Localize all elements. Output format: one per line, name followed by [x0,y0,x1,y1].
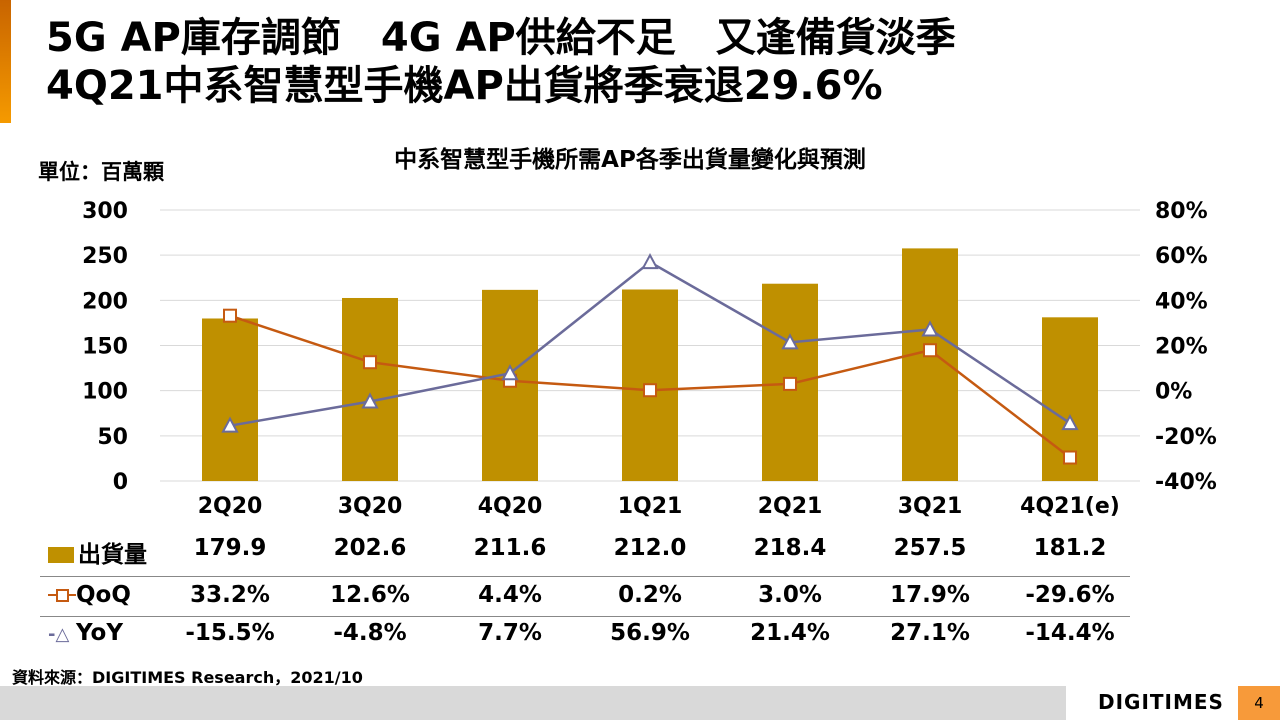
yoy-marker [921,320,939,337]
qoq-legend-icon [48,588,76,602]
yoy-legend-icon: -△ [48,624,70,645]
table-cell: -15.5% [185,620,275,646]
x-tick: 2Q20 [198,494,263,519]
row-label: QoQ [76,582,131,608]
table-cell: 56.9% [610,620,690,646]
y-right-tick: -20% [1155,425,1217,450]
x-tick: 3Q21 [898,494,963,519]
table-divider [40,616,1130,617]
y-left-tick: 100 [82,380,128,405]
table-cell: 0.2% [618,582,682,608]
unit-label: 單位：百萬顆 [38,160,164,184]
qoq-marker [923,343,937,358]
yoy-marker [361,392,379,409]
title-line-2: 4Q21中系智慧型手機AP出貨將季衰退29.6% [46,63,883,109]
table-cell: 181.2 [1033,535,1107,561]
y-right-tick: 40% [1155,289,1208,314]
yoy-marker [1061,414,1079,431]
table-cell: 202.6 [333,535,407,561]
row-label: YoY [76,620,123,646]
table-cell: 211.6 [473,535,547,561]
y-left-tick: 150 [82,335,128,360]
y-left-tick: 250 [82,244,128,269]
yoy-marker [641,253,659,270]
table-cell: 4.4% [478,582,542,608]
digitimes-logo: DIGITIMES [1098,690,1224,714]
qoq-marker [363,355,377,370]
y-right-tick: -40% [1155,470,1217,495]
y-left-tick: 200 [82,289,128,314]
row-label: 出貨量 [78,542,147,568]
table-cell: 3.0% [758,582,822,608]
yoy-marker [221,416,239,433]
table-cell: 257.5 [893,535,967,561]
legend-qoq: QoQ [48,582,131,608]
x-tick: 2Q21 [758,494,823,519]
table-cell: -29.6% [1025,582,1115,608]
footer-bar [0,686,1066,720]
source-note: 資料來源：DIGITIMES Research，2021/10 [12,668,363,687]
title-line-1: 5G AP庫存調節 4G AP供給不足 又逢備貨淡季 [46,15,956,61]
qoq-marker [643,383,657,398]
yoy-marker [501,364,519,381]
table-cell: 218.4 [753,535,827,561]
y-left-tick: 300 [82,199,128,224]
y-right-tick: 60% [1155,244,1208,269]
table-cell: 21.4% [750,620,830,646]
legend-出貨量: 出貨量 [48,535,147,569]
slide-title: 5G AP庫存調節 4G AP供給不足 又逢備貨淡季 4Q21中系智慧型手機AP出… [46,14,956,110]
table-cell: 179.9 [193,535,267,561]
y-right-tick: 0% [1155,380,1192,405]
x-tick: 3Q20 [338,494,403,519]
chart-title: 中系智慧型手機所需AP各季出貨量變化與預測 [394,147,866,173]
bar-legend-icon [48,547,74,563]
page-number: 4 [1238,686,1280,720]
table-cell: 17.9% [890,582,970,608]
table-cell: 12.6% [330,582,410,608]
qoq-marker [223,308,237,323]
y-left-tick: 50 [97,425,128,450]
x-tick: 4Q20 [478,494,543,519]
legend-yoy: -△ YoY [48,620,123,646]
y-right-tick: 80% [1155,199,1208,224]
qoq-marker [783,376,797,391]
table-cell: 212.0 [613,535,687,561]
x-tick: 4Q21(e) [1020,494,1120,519]
table-cell: 33.2% [190,582,270,608]
bar [202,318,258,481]
accent-bar [0,0,11,123]
table-divider [40,576,1130,577]
yoy-marker [781,333,799,350]
y-left-tick: 0 [113,470,128,495]
table-cell: 27.1% [890,620,970,646]
table-cell: 7.7% [478,620,542,646]
y-right-tick: 20% [1155,335,1208,360]
table-cell: -14.4% [1025,620,1115,646]
bar [342,297,398,481]
qoq-marker [1063,450,1077,465]
x-tick: 1Q21 [618,494,683,519]
table-cell: -4.8% [333,620,407,646]
